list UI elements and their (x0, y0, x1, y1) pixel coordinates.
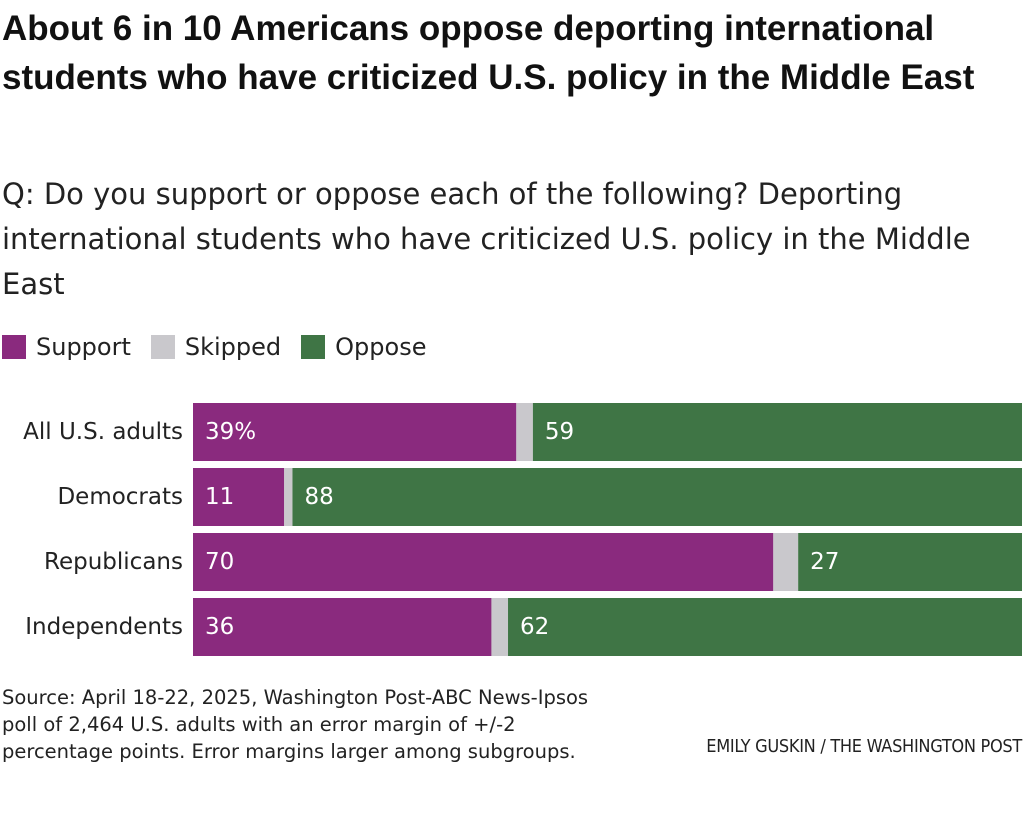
legend-swatch-support (2, 335, 26, 359)
legend-label-support: Support (36, 333, 131, 361)
bar-skipped-all-u-s-adults (516, 403, 533, 461)
bar-oppose-independents (508, 598, 1022, 656)
chart-subtitle: Q: Do you support or oppose each of the … (2, 177, 971, 301)
legend-item-oppose: Oppose (301, 333, 426, 361)
chart-title: About 6 in 10 Americans oppose deporting… (2, 9, 975, 97)
legend-label-oppose: Oppose (335, 333, 427, 361)
bar-support-republicans (193, 533, 774, 591)
stacked-bar-chart: All U.S. adults 39% 59 Democrats 11 88 Republi… (23, 403, 1023, 656)
data-label-oppose-democrats: 88 (304, 484, 333, 510)
legend-item-skipped: Skipped (150, 333, 282, 361)
source-note: Source: April 18-22, 2025, Washington Po… (2, 686, 589, 763)
legend-label-skipped: Skipped (184, 333, 282, 361)
data-label-oppose-all-u-s-adults: 59 (545, 419, 574, 445)
data-label-oppose-independents: 62 (520, 614, 549, 640)
credit-line: EMILY GUSKIN / THE WASHINGTON POST (706, 736, 1022, 757)
bar-skipped-democrats (284, 468, 293, 526)
bar-oppose-republicans (798, 533, 1022, 591)
bar-skipped-republicans (773, 533, 799, 591)
category-label-democrats: Democrats (57, 484, 183, 510)
category-label-all-u-s-adults: All U.S. adults (23, 419, 183, 445)
data-label-support-democrats: 11 (205, 484, 234, 510)
category-label-republicans: Republicans (44, 549, 183, 575)
data-label-oppose-republicans: 27 (810, 549, 839, 575)
legend-item-support: Support (2, 333, 131, 361)
bar-oppose-all-u-s-adults (532, 403, 1022, 461)
bar-support-independents (193, 598, 492, 656)
bar-skipped-independents (491, 598, 509, 656)
legend-swatch-skipped (150, 335, 175, 359)
bar-oppose-democrats (292, 468, 1023, 526)
data-label-support-independents: 36 (205, 614, 234, 640)
bar-support-democrats (193, 468, 285, 526)
legend-swatch-oppose (301, 335, 326, 359)
category-label-independents: Independents (25, 614, 183, 640)
data-label-support-all-u-s-adults: 39% (205, 419, 256, 445)
data-label-support-republicans: 70 (205, 549, 234, 575)
legend: Support Skipped Oppose (2, 331, 446, 363)
bar-support-all-u-s-adults (193, 403, 517, 461)
